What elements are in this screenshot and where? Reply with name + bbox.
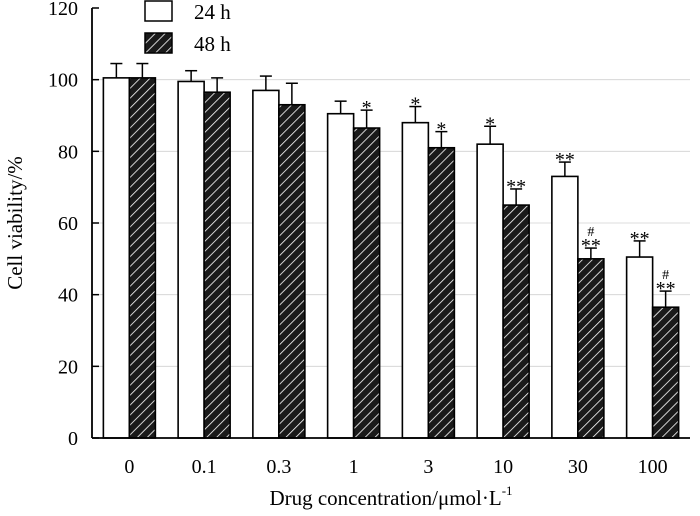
bar-48h [352,127,381,439]
bar-24h [326,112,355,439]
bar-48h [427,146,456,439]
legend-swatch-48h [144,32,173,54]
significance-mark: ** [630,228,650,250]
bar-48h [278,103,306,439]
legend: 24 h 48 h [144,0,231,56]
bar-24h [625,256,654,439]
x-ticks: 0 0.1 0.3 1 3 10 30 100 [124,456,667,478]
y-axis-label: Cell viability/% [3,156,27,290]
bars: * ** *******# ****# [102,62,680,439]
x-tick-label: 0 [124,456,134,478]
bar-48h [502,204,530,439]
x-tick-label: 10 [493,456,513,478]
x-tick-label: 0.1 [192,456,217,478]
bar-48h [203,91,231,439]
bar-24h [401,121,430,439]
y-tick-label: 120 [48,0,78,20]
y-ticks: 0 20 40 60 80 100 120 [48,0,99,450]
bar-48h [651,306,680,439]
significance-hash: # [662,268,669,283]
significance-mark: * [436,119,446,141]
y-tick-label: 60 [58,213,78,235]
bar-24h [476,143,504,439]
bar-48h [577,258,605,439]
x-axis-label-main: Drug concentration/μmol·L [269,486,501,510]
legend-swatch-24h [144,0,173,22]
significance-mark: ** [656,278,676,300]
bar-48h [128,77,157,439]
bar-24h [551,175,579,439]
y-tick-label: 40 [58,285,78,307]
significance-hash: # [587,225,594,240]
y-tick-label: 0 [68,428,78,450]
legend-label-48h: 48 h [194,32,231,56]
x-tick-label: 3 [423,456,433,478]
significance-mark: * [485,113,495,135]
x-tick-label: 30 [568,456,588,478]
significance-mark: ** [581,235,601,257]
y-tick-label: 20 [58,356,78,378]
bar-24h [102,77,131,439]
y-tick-label: 100 [48,70,78,92]
significance-mark: ** [506,176,526,198]
x-axis-label: Drug concentration/μmol·L-1 [269,483,512,510]
significance-mark: * [410,94,420,116]
x-tick-label: 0.3 [266,456,291,478]
x-tick-label: 1 [349,456,359,478]
bar-24h [252,89,280,439]
bar-24h [177,80,205,439]
y-tick-label: 80 [58,141,78,163]
x-axis-label-superscript: -1 [502,483,513,498]
significance-mark: * [362,97,372,119]
legend-label-24h: 24 h [194,0,231,24]
significance-mark: ** [555,149,575,171]
x-tick-label: 100 [638,456,668,478]
